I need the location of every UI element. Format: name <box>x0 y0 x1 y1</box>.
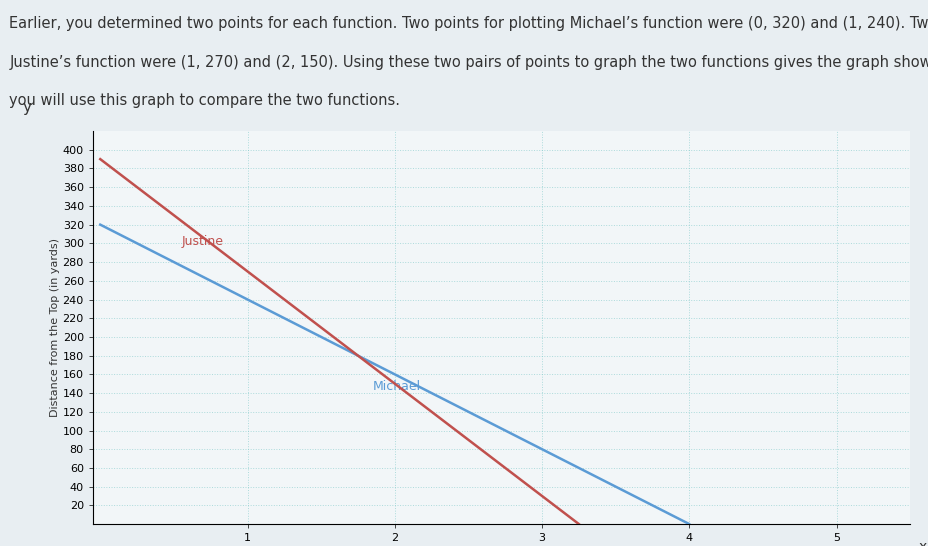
Text: you will use this graph to compare the two functions.: you will use this graph to compare the t… <box>9 93 400 108</box>
Text: Michael: Michael <box>372 381 420 393</box>
Text: x: x <box>918 540 926 546</box>
Text: Justine: Justine <box>181 235 223 248</box>
Text: Justine’s function were (1, 270) and (2, 150). Using these two pairs of points t: Justine’s function were (1, 270) and (2,… <box>9 55 928 69</box>
Text: Earlier, you determined two points for each function. Two points for plotting Mi: Earlier, you determined two points for e… <box>9 16 928 31</box>
Text: y: y <box>23 100 32 115</box>
Y-axis label: Distance from the Top (in yards): Distance from the Top (in yards) <box>50 238 59 417</box>
